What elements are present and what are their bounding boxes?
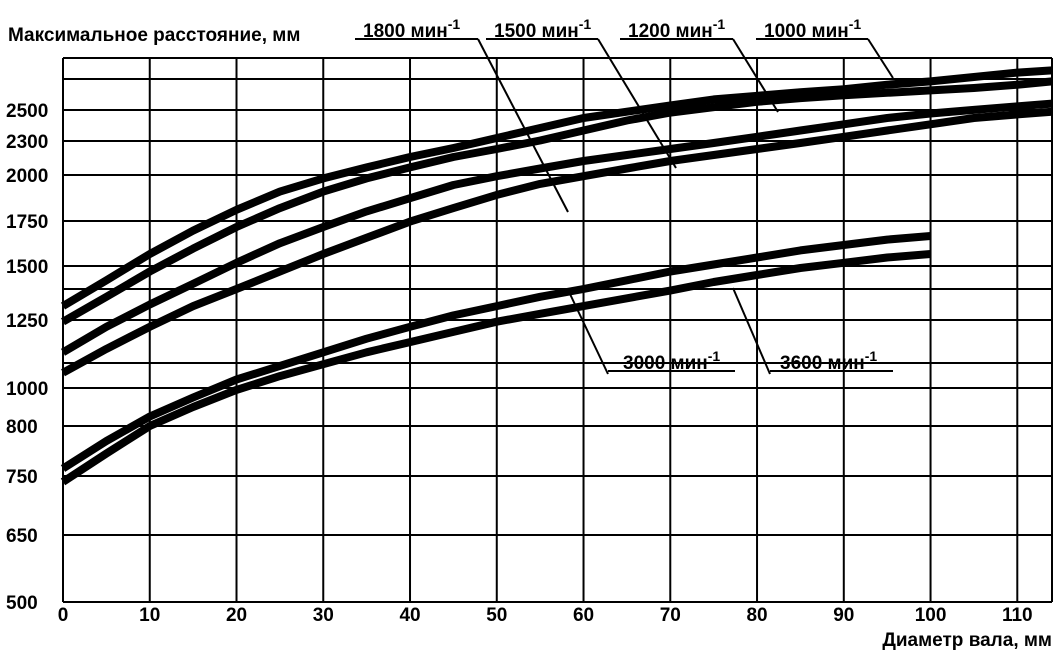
ticks: 0 10 20 30 40 50 60 70 80 90 100 110 500 650 750 800 100… bbox=[6, 101, 1033, 626]
series-leader-line bbox=[597, 38, 677, 169]
y-tick-label: 750 bbox=[6, 467, 38, 488]
series-label: 1000 мин-1 bbox=[764, 16, 861, 42]
series-leader-line bbox=[867, 38, 894, 79]
x-tick-label: 0 bbox=[58, 605, 69, 626]
series-line bbox=[60, 232, 931, 472]
series-label: 1200 мин-1 bbox=[628, 16, 725, 42]
x-axis-label: Диаметр вала, мм bbox=[882, 630, 1052, 651]
x-tick-label: 30 bbox=[313, 605, 334, 626]
series-line bbox=[61, 77, 1053, 326]
y-tick-label: 1500 bbox=[6, 257, 48, 278]
x-tick-label: 20 bbox=[226, 605, 247, 626]
x-tick-label: 40 bbox=[399, 605, 420, 626]
y-tick-label: 2300 bbox=[6, 132, 48, 153]
series-label: 1500 мин-1 bbox=[494, 16, 591, 42]
y-tick-label: 800 bbox=[6, 417, 38, 438]
y-tick-label: 2500 bbox=[6, 101, 48, 122]
x-tick-label: 70 bbox=[660, 605, 681, 626]
series-leader-line bbox=[569, 293, 609, 375]
series-leader-line bbox=[477, 38, 569, 213]
y-axis-label: Максимальное расстояние, мм bbox=[8, 25, 300, 46]
series-line bbox=[61, 107, 1053, 377]
y-tick-label: 1000 bbox=[6, 379, 48, 400]
series-line bbox=[60, 99, 1053, 356]
x-tick-label: 90 bbox=[833, 605, 854, 626]
series-line bbox=[60, 66, 1053, 310]
y-tick-label: 1750 bbox=[6, 212, 48, 233]
x-tick-label: 110 bbox=[1002, 605, 1033, 626]
y-tick-label: 1250 bbox=[6, 311, 48, 332]
y-tick-label: 500 bbox=[6, 593, 38, 614]
series-label: 3600 мин-1 bbox=[780, 348, 877, 374]
series-lines bbox=[60, 66, 1053, 486]
series-labels: 1000 мин-1 1200 мин-1 1500 мин-1 1800 мин-1… bbox=[355, 16, 894, 375]
series-label: 3000 мин-1 bbox=[623, 348, 720, 374]
x-tick-label: 50 bbox=[486, 605, 507, 626]
y-tick-label: 2000 bbox=[6, 166, 48, 187]
x-tick-label: 10 bbox=[139, 605, 160, 626]
x-tick-label: 60 bbox=[573, 605, 594, 626]
y-tick-label: 650 bbox=[6, 526, 38, 547]
x-tick-label: 100 bbox=[915, 605, 947, 626]
series-leader-line bbox=[732, 38, 779, 113]
series-line bbox=[60, 250, 931, 486]
x-tick-label: 80 bbox=[746, 605, 767, 626]
series-leader-line bbox=[732, 287, 771, 375]
series-label: 1800 мин-1 bbox=[363, 16, 460, 42]
